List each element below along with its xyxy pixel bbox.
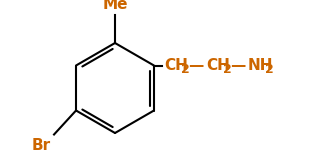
Text: CH: CH	[164, 58, 188, 73]
Text: Br: Br	[32, 137, 51, 152]
Text: —: —	[188, 58, 203, 73]
Text: Me: Me	[102, 0, 128, 12]
Text: 2: 2	[223, 63, 232, 76]
Text: 2: 2	[265, 63, 274, 76]
Text: CH: CH	[206, 58, 230, 73]
Text: —: —	[230, 58, 245, 73]
Text: 2: 2	[181, 63, 190, 76]
Text: NH: NH	[248, 58, 273, 73]
